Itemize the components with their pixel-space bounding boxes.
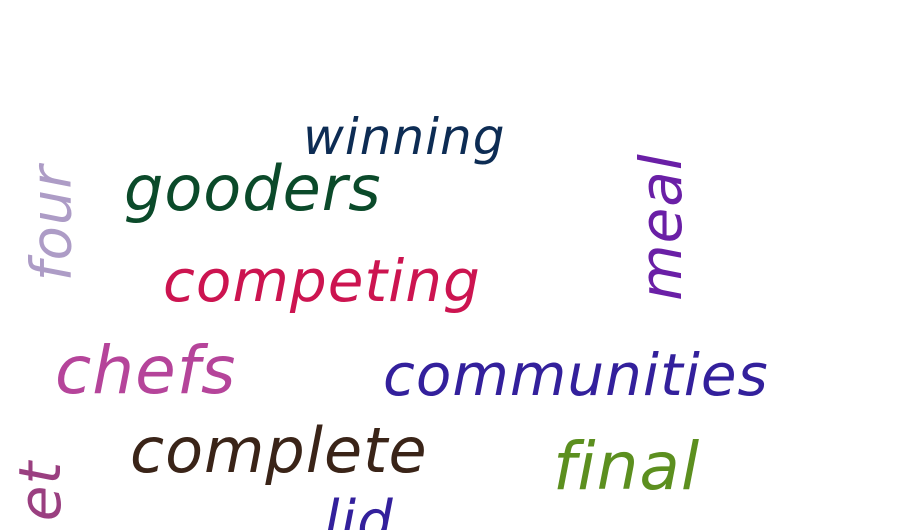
word-four: four: [19, 164, 85, 282]
word-winning: winning: [303, 108, 506, 166]
word-gooders: gooders: [124, 152, 382, 225]
word-communities: communities: [383, 341, 769, 409]
word-meal: meal: [626, 153, 695, 301]
word-complete: complete: [130, 414, 428, 487]
word-competing: competing: [163, 247, 481, 315]
word-et: et: [6, 460, 75, 522]
word-final: final: [553, 428, 701, 505]
word-lid: lid: [324, 489, 394, 530]
word-chefs: chefs: [55, 332, 237, 409]
